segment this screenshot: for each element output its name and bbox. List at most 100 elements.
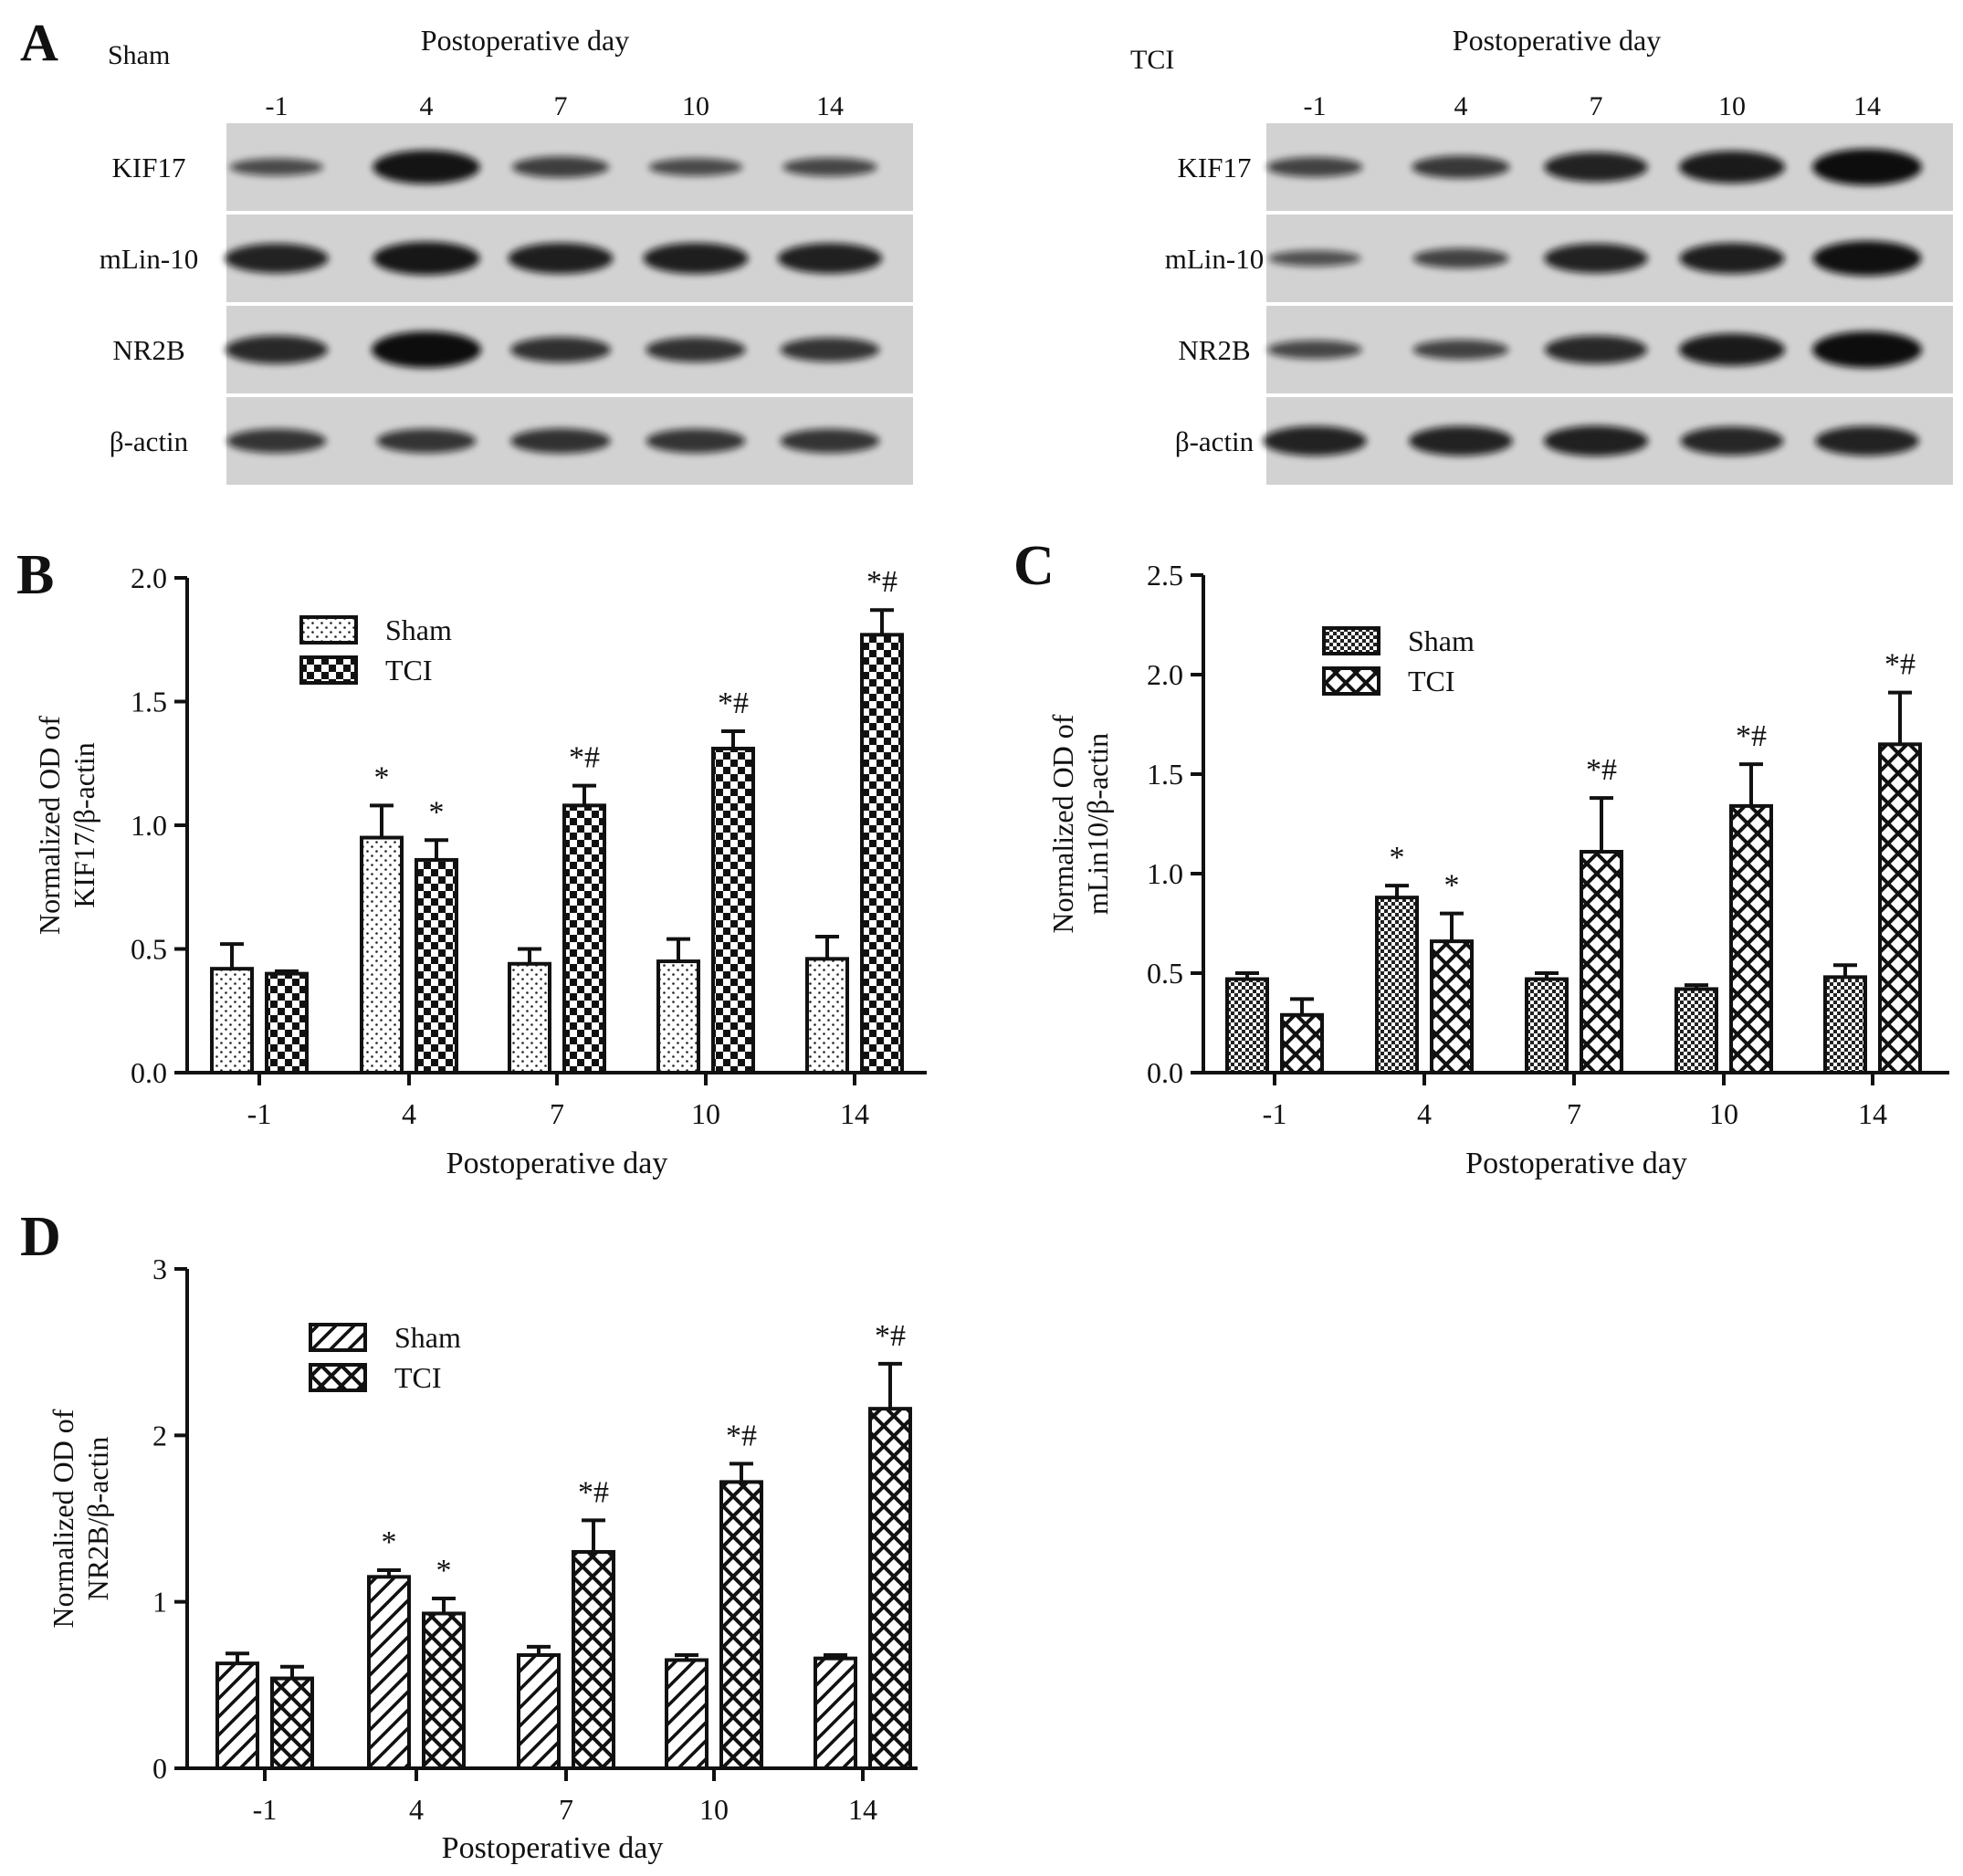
x-axis-title: Postoperative day <box>442 1831 664 1865</box>
blot-band <box>1679 243 1785 274</box>
lane-label: -1 <box>1304 91 1327 121</box>
significance-mark: *# <box>1736 719 1767 753</box>
legend-swatch <box>309 1363 367 1392</box>
blot-band <box>782 157 877 177</box>
y-tick-label: 0 <box>152 1752 167 1785</box>
lane-label: 10 <box>1718 91 1746 121</box>
blot-band <box>373 241 480 276</box>
significance-mark: *# <box>866 565 898 599</box>
significance-mark: *# <box>1586 753 1617 787</box>
legend-swatch <box>1322 626 1380 655</box>
legend-swatch <box>309 1323 367 1352</box>
bar-sham <box>215 1661 259 1771</box>
western-blot-panel: A Sham Postoperative day -1 4 7 10 14 KIF17 mLin-… <box>20 13 1953 485</box>
bar-tci <box>711 746 755 1074</box>
y-tick-label: 2.5 <box>1147 559 1183 592</box>
blot-tci: TCI Postoperative day -1 4 7 10 14 KIF17 mLin-10… <box>1130 24 1953 485</box>
significance-mark: * <box>382 1525 397 1559</box>
y-tick-label: 1.0 <box>131 809 167 842</box>
legend-label: TCI <box>385 654 433 686</box>
blot-band <box>1812 331 1922 368</box>
blot-band <box>1266 157 1363 177</box>
blot-xlabel: Postoperative day <box>1453 24 1661 57</box>
x-tick-label: 4 <box>402 1097 416 1130</box>
bar-sham <box>1225 977 1269 1075</box>
blot-band <box>1544 243 1648 274</box>
lane-label: 7 <box>1590 91 1603 121</box>
bar-tci <box>868 1407 912 1771</box>
bar-tci <box>572 1549 615 1771</box>
blot-band <box>1680 426 1784 456</box>
blot-band <box>780 337 880 362</box>
x-tick-label: 10 <box>691 1097 720 1130</box>
legend-label: TCI <box>1408 665 1455 697</box>
protein-label: KIF17 <box>112 152 186 183</box>
bar-sham <box>517 1653 561 1770</box>
bar-tci <box>1580 850 1623 1075</box>
protein-label: mLin-10 <box>100 243 199 275</box>
blot-band <box>1412 248 1509 268</box>
blot-band <box>229 158 324 176</box>
legend-label: TCI <box>394 1361 442 1394</box>
blot-band <box>511 156 610 178</box>
x-tick-label: 14 <box>840 1097 869 1130</box>
x-tick-label: 7 <box>559 1793 573 1826</box>
blot-band <box>646 337 746 362</box>
protein-label: β-actin <box>110 425 189 457</box>
x-tick-label: -1 <box>1263 1097 1287 1130</box>
blot-band <box>510 428 611 454</box>
y-axis-title: Normalized OD of <box>1046 714 1079 933</box>
x-axis-title: Postoperative day <box>1465 1147 1687 1180</box>
significance-mark: * <box>436 1554 452 1588</box>
significance-mark: *# <box>569 741 600 775</box>
x-tick-label: 14 <box>1858 1097 1887 1130</box>
blot-band <box>510 337 611 362</box>
protein-label: NR2B <box>1178 334 1250 366</box>
legend-swatch <box>1322 666 1380 696</box>
blot-group-label: TCI <box>1130 45 1174 75</box>
lane-label: 4 <box>1454 91 1468 121</box>
legend-label: Sham <box>1408 624 1475 657</box>
blot-band <box>225 243 329 274</box>
bar-sham <box>210 967 254 1075</box>
bar-tci <box>422 1611 466 1771</box>
bar-sham <box>367 1575 411 1770</box>
blot-band <box>1409 425 1513 456</box>
blot-band <box>225 335 329 364</box>
blot-band <box>648 158 743 176</box>
bar-sham <box>360 835 404 1074</box>
lane-label: 14 <box>816 91 844 121</box>
y-tick-label: 0.5 <box>1147 957 1183 990</box>
bar-tci <box>265 971 309 1074</box>
blot-band <box>1543 425 1649 456</box>
bar-tci <box>1280 1012 1324 1075</box>
bar-tci <box>860 633 904 1075</box>
blot-band <box>1268 250 1361 267</box>
blot-band <box>508 243 614 274</box>
y-tick-label: 1.5 <box>1147 758 1183 791</box>
x-tick-label: -1 <box>253 1793 278 1826</box>
panel-letter-a: A <box>20 13 58 72</box>
bar-tci <box>1878 742 1922 1074</box>
bar-sham <box>508 961 551 1075</box>
blot-band <box>1812 240 1922 277</box>
bar-sham <box>814 1656 857 1771</box>
blot-band <box>1267 340 1362 360</box>
blot-xlabel: Postoperative day <box>421 24 629 57</box>
blot-band <box>1412 340 1509 360</box>
protein-label: NR2B <box>112 334 184 366</box>
legend-label: Sham <box>394 1321 461 1354</box>
x-tick-label: 4 <box>409 1793 424 1826</box>
y-tick-label: 0.5 <box>131 933 167 966</box>
blot-band <box>1678 333 1786 366</box>
blot-band <box>1544 335 1648 364</box>
x-tick-label: -1 <box>247 1097 272 1130</box>
blot-band <box>372 331 481 368</box>
bar-sham <box>656 959 700 1075</box>
chart-mlin10: C 0.0 0.5 1.0 1.5 2.0 2.5 -1 4 7 10 14 Postoperative… <box>1013 535 1949 1180</box>
significance-mark: *# <box>875 1319 906 1353</box>
y-tick-label: 1.0 <box>1147 857 1183 890</box>
blot-band <box>646 428 746 454</box>
lane-label: 7 <box>554 91 568 121</box>
